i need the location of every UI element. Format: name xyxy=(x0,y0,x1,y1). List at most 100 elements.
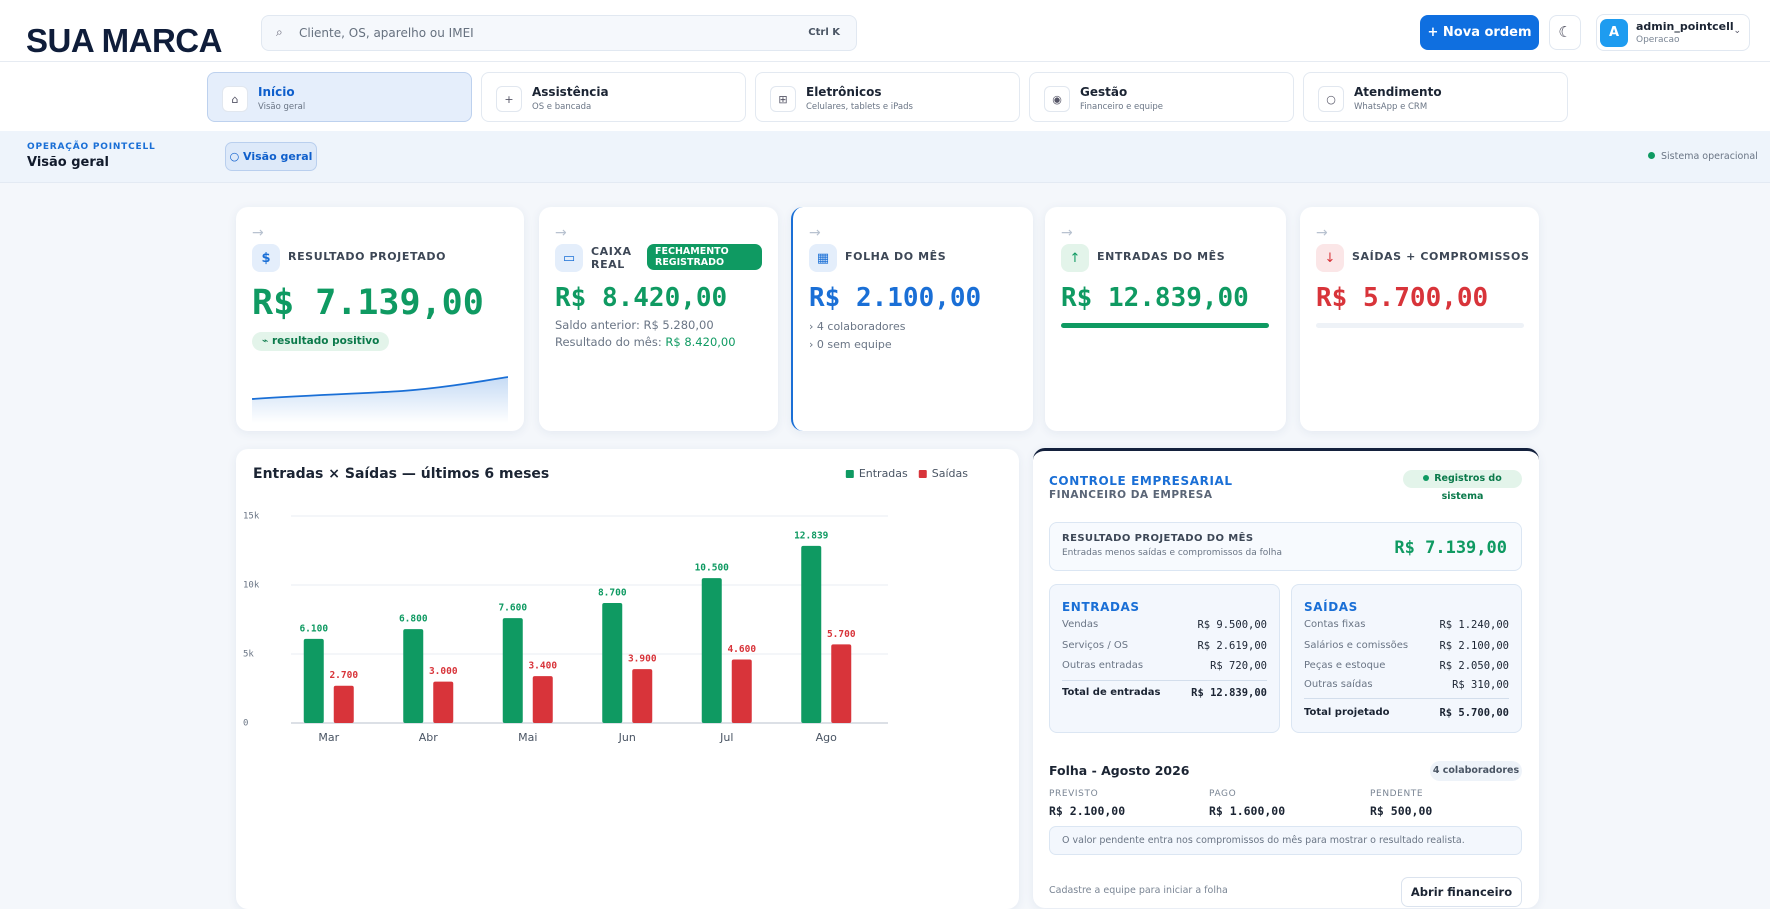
card-arrow: → xyxy=(252,225,264,241)
nav-icon: + xyxy=(496,86,522,112)
row-label: Serviços / OS xyxy=(1062,640,1129,651)
row-value: R$ 1.240,00 xyxy=(1439,619,1509,631)
chart-title: Entradas × Saídas — últimos 6 meses xyxy=(253,466,549,482)
month-result: Resultado do mês: R$ 8.420,00 xyxy=(555,335,736,349)
kpi-card: → ▭ CAIXA REAL FECHAMENTO REGISTRADO R$ … xyxy=(539,207,778,431)
nav-icon: ◉ xyxy=(1044,86,1070,112)
nav-subtitle: Visão geral xyxy=(258,102,306,112)
nav-icon: ⊞ xyxy=(770,86,796,112)
card-label: ENTRADAS DO MÊS xyxy=(1097,250,1226,263)
card-arrow: → xyxy=(1061,225,1073,241)
nav-item[interactable]: + Assistência OS e bancada xyxy=(481,72,746,122)
nav-title: Gestão xyxy=(1080,85,1128,99)
payroll-value: R$ 1.600,00 xyxy=(1209,804,1286,818)
divider xyxy=(1304,698,1509,699)
progress-bar xyxy=(1061,323,1269,328)
bar xyxy=(632,669,653,723)
expenses-title: SAÍDAS xyxy=(1304,600,1358,614)
badge-text: Registros do sistema xyxy=(1434,473,1502,502)
open-finance-button[interactable]: Abrir financeiro xyxy=(1401,877,1522,907)
theme-toggle[interactable]: ☾ xyxy=(1549,15,1581,50)
card-label: SAÍDAS + COMPROMISSOS xyxy=(1352,250,1530,263)
search-box[interactable]: ⌕ Cliente, OS, aparelho ou IMEI Ctrl K xyxy=(261,15,857,51)
search-shortcut: Ctrl K xyxy=(808,27,840,38)
y-tick-label: 5k xyxy=(243,650,254,660)
context-eyebrow: OPERAÇÃO POINTCELL xyxy=(27,142,156,152)
card-label: FOLHA DO MÊS xyxy=(845,250,947,263)
payroll-badge: 4 colaboradores xyxy=(1430,761,1522,781)
expense-row: Outras saídas R$ 310,00 xyxy=(1304,679,1509,691)
projected-label: RESULTADO PROJETADO DO MÊS xyxy=(1062,533,1254,544)
card-note: › 0 sem equipe xyxy=(809,338,892,351)
new-order-button[interactable]: + Nova ordem xyxy=(1420,15,1539,50)
sparkline xyxy=(252,376,508,423)
income-title: ENTRADAS xyxy=(1062,600,1140,614)
value-label: 3.400 xyxy=(528,661,557,672)
chip-label: Visão geral xyxy=(243,150,313,163)
search-icon: ⌕ xyxy=(276,25,283,39)
value-label: 7.600 xyxy=(498,603,527,614)
header: SUA MARCA ⌕ Cliente, OS, aparelho ou IME… xyxy=(0,0,1770,62)
nav-item[interactable]: ◉ Gestão Financeiro e equipe xyxy=(1029,72,1294,122)
legend-label: Entradas xyxy=(859,467,908,480)
finance-subtitle: FINANCEIRO DA EMPRESA xyxy=(1049,489,1213,501)
y-tick-label: 10k xyxy=(243,581,260,591)
income-row: Vendas R$ 9.500,00 xyxy=(1062,619,1267,631)
progress-bar xyxy=(1316,323,1524,328)
previous-balance: Saldo anterior: R$ 5.280,00 xyxy=(555,318,714,332)
projected-box: RESULTADO PROJETADO DO MÊS Entradas meno… xyxy=(1049,522,1522,571)
row-label: Total projetado xyxy=(1304,707,1390,718)
nav-subtitle: Celulares, tablets e iPads xyxy=(806,102,913,112)
card-icon: $ xyxy=(252,244,280,272)
avatar: A xyxy=(1600,19,1628,47)
nav-item[interactable]: ⊞ Eletrônicos Celulares, tablets e iPads xyxy=(755,72,1020,122)
payroll-title: Folha - Agosto 2026 xyxy=(1049,763,1190,778)
kpi-card: → $ RESULTADO PROJETADO R$ 7.139,00 ⌁ re… xyxy=(236,207,524,431)
x-tick-label: Jul xyxy=(719,731,733,744)
user-role: Operacao xyxy=(1636,35,1680,45)
row-label: Outras entradas xyxy=(1062,660,1144,671)
card-icon: ▦ xyxy=(809,244,837,272)
value-label: 3.000 xyxy=(429,666,458,677)
legend-swatch xyxy=(918,470,927,478)
legend-swatch xyxy=(845,470,854,478)
payroll-value: R$ 2.100,00 xyxy=(1049,804,1126,818)
row-value: R$ 12.839,00 xyxy=(1191,687,1267,699)
nav-title: Eletrônicos xyxy=(806,85,882,99)
card-value: R$ 7.139,00 xyxy=(252,283,484,323)
kpi-card: → ↓ SAÍDAS + COMPROMISSOS R$ 5.700,00 xyxy=(1300,207,1539,431)
nav-subtitle: WhatsApp e CRM xyxy=(1354,102,1428,112)
bar xyxy=(303,638,324,723)
search-placeholder: Cliente, OS, aparelho ou IMEI xyxy=(299,26,474,40)
value-label: 10.500 xyxy=(695,563,730,574)
expense-row: Contas fixas R$ 1.240,00 xyxy=(1304,619,1509,631)
row-value: R$ 2.619,00 xyxy=(1197,640,1267,652)
row-value: R$ 5.700,00 xyxy=(1439,707,1509,719)
nav-item[interactable]: ○ Atendimento WhatsApp e CRM xyxy=(1303,72,1568,122)
finance-badge: Registros do sistema xyxy=(1403,470,1522,502)
x-tick-label: Ago xyxy=(816,731,838,744)
projected-hint: Entradas menos saídas e compromissos da … xyxy=(1062,548,1282,558)
user-caret: ⌄ xyxy=(1733,26,1741,36)
context-bar: OPERAÇÃO POINTCELL Visão geral ○ Visão g… xyxy=(0,131,1770,183)
y-tick-label: 15k xyxy=(243,512,260,522)
card-icon: ↓ xyxy=(1316,244,1344,272)
x-tick-label: Abr xyxy=(419,731,439,744)
nav-title: Assistência xyxy=(532,85,609,99)
nav-item[interactable]: ⌂ Início Visão geral xyxy=(207,72,472,122)
bar xyxy=(602,602,623,723)
card-note: › 4 colaboradores xyxy=(809,320,906,333)
income-box: ENTRADAS Vendas R$ 9.500,00 Serviços / OS… xyxy=(1049,584,1280,733)
bar xyxy=(831,644,852,723)
nav-subtitle: OS e bancada xyxy=(532,102,592,112)
card-arrow: → xyxy=(809,225,821,241)
expenses-total: Total projetado R$ 5.700,00 xyxy=(1304,707,1509,719)
context-chip[interactable]: ○ Visão geral xyxy=(225,142,317,171)
user-menu[interactable]: A admin_pointcell Operacao ⌄ xyxy=(1596,14,1750,51)
row-label: Salários e comissões xyxy=(1304,640,1409,651)
row-value: R$ 9.500,00 xyxy=(1197,619,1267,631)
row-value: R$ 2.050,00 xyxy=(1439,660,1509,672)
value-label: 6.100 xyxy=(299,623,328,634)
bar xyxy=(333,685,354,723)
card-label: CAIXA REAL xyxy=(591,245,632,271)
